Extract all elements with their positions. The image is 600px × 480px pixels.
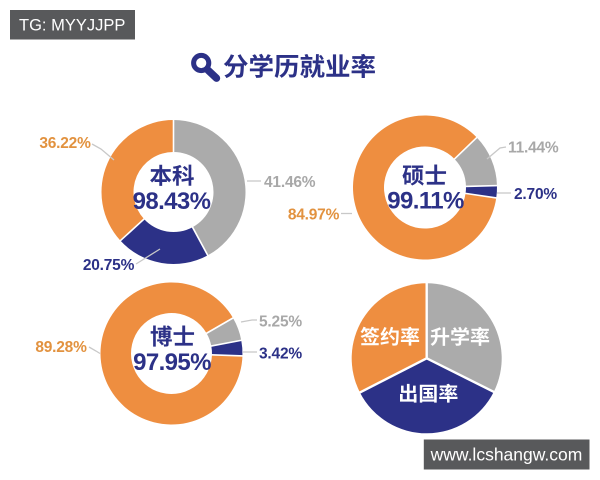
svg-text:97.95%: 97.95% — [133, 349, 211, 376]
svg-text:89.28%: 89.28% — [35, 339, 87, 356]
svg-text:TG: MYYJJPP: TG: MYYJJPP — [19, 17, 125, 35]
svg-text:99.11%: 99.11% — [387, 187, 464, 214]
svg-text:84.97%: 84.97% — [288, 206, 340, 223]
svg-text:41.46%: 41.46% — [264, 174, 316, 191]
svg-text:98.43%: 98.43% — [133, 188, 211, 215]
svg-text:36.22%: 36.22% — [39, 135, 91, 152]
svg-text:20.75%: 20.75% — [83, 257, 135, 274]
svg-text:2.70%: 2.70% — [514, 186, 557, 203]
svg-text:5.25%: 5.25% — [259, 314, 302, 331]
svg-text:www.lcshangw.com: www.lcshangw.com — [430, 445, 583, 465]
svg-text:11.44%: 11.44% — [508, 140, 559, 157]
svg-text:3.42%: 3.42% — [259, 346, 302, 363]
